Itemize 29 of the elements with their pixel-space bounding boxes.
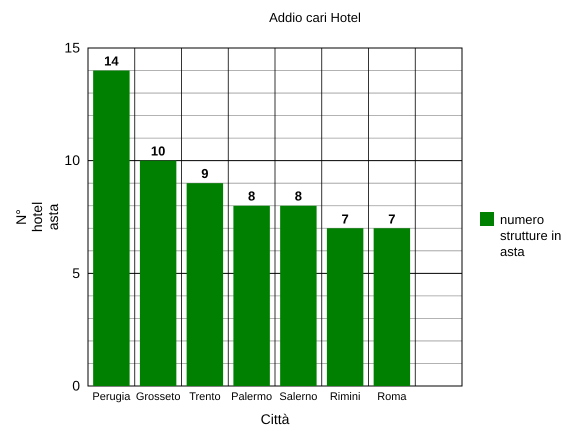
x-tick-label: Salerno [279,390,318,403]
chart-title: Addio cari Hotel [269,10,361,25]
data-label: 8 [248,188,256,204]
data-label: 9 [201,166,208,182]
x-tick-label: Grosseto [136,390,180,403]
x-tick-label: Palermo [231,390,272,403]
data-label: 8 [294,188,302,204]
x-tick-label: Roma [377,390,408,403]
bar [326,228,364,386]
y-tick-label: 10 [64,152,80,168]
bar [93,70,130,386]
data-label: 7 [342,211,349,226]
x-tick-label: Perugia [92,390,132,403]
y-tick-label: 5 [72,264,80,281]
x-tick-label: Rimini [330,390,360,403]
bar [140,160,176,386]
data-label: 10 [150,144,166,159]
bar [233,206,270,386]
x-axis-title: Città [260,411,290,427]
y-axis-title: N° hotel asta [13,202,61,232]
y-tick-label: 15 [64,39,80,56]
x-tick-label: Trento [189,390,221,403]
y-tick-label: 0 [72,377,80,394]
bar [280,206,317,386]
data-label: 7 [388,211,396,226]
bar [186,183,224,386]
data-label: 14 [104,54,120,69]
bar [374,228,410,386]
legend-label: numero strutture in asta [500,212,562,259]
